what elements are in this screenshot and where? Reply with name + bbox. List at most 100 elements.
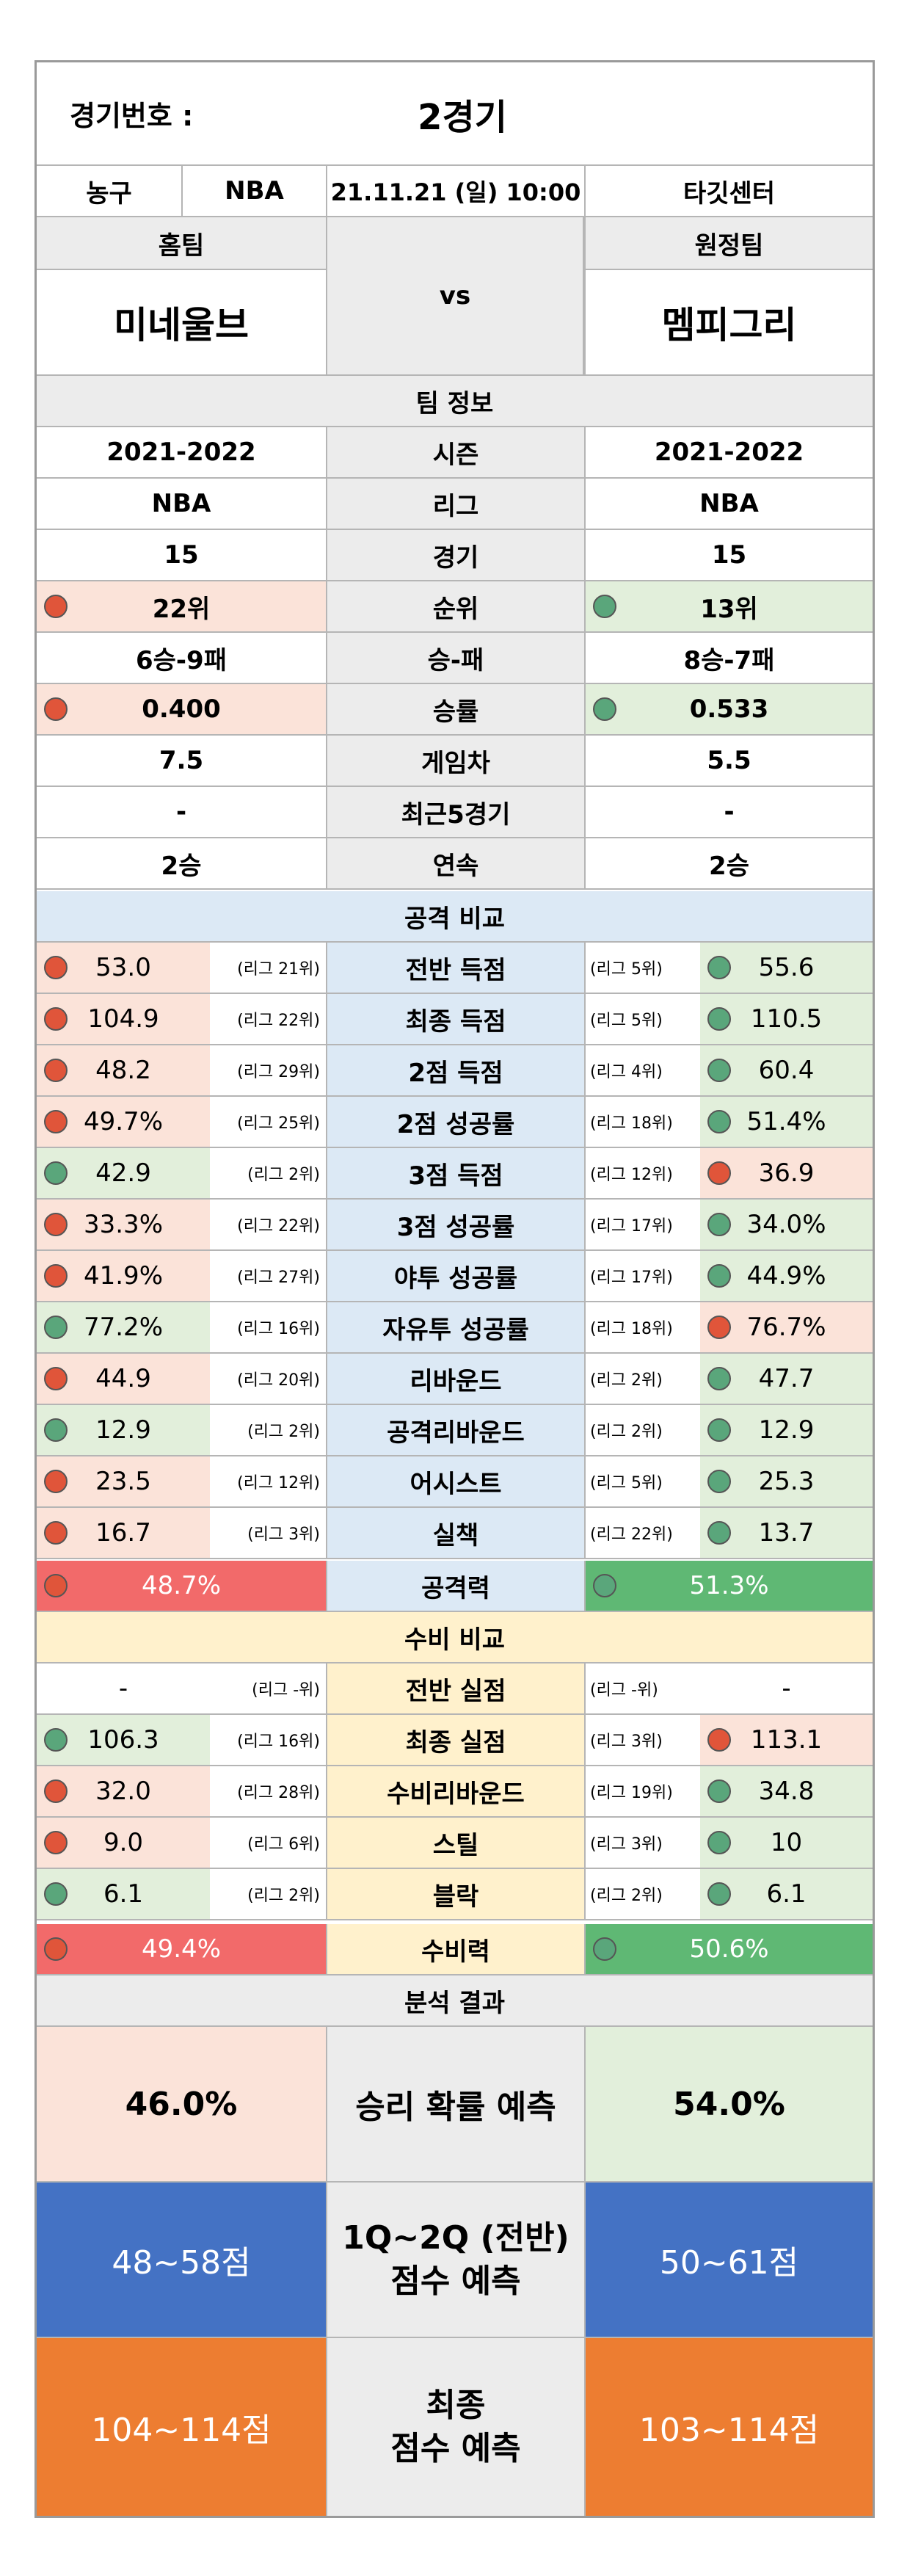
away-info-cell: 2승 (584, 838, 873, 888)
home-league-rank: (리그 25위) (237, 1114, 320, 1133)
home-info-cell: 0.400 (37, 684, 326, 734)
analysis-title: 분석 결과 (404, 1988, 505, 2018)
away-stat-dot-icon (707, 1779, 731, 1803)
away-stat-value: 12.9 (758, 1415, 815, 1445)
away-league-rank: (리그 2위) (584, 1869, 700, 1919)
home-stat-value: 42.9 (95, 1158, 151, 1188)
vs-cell: vs (326, 217, 584, 376)
home-stat-value: 23.5 (95, 1467, 151, 1496)
attack-stat-row: 104.9 (리그 22위) 최종 득점 (리그 5위) 110.5 (37, 994, 873, 1045)
home-info-value: 15 (164, 540, 199, 570)
away-info-value: 15 (711, 540, 747, 570)
home-stat-value: 48.2 (95, 1056, 151, 1085)
home-status-dot-icon (44, 697, 68, 721)
stat-label: 2점 득점 (326, 1045, 584, 1095)
away-stat-dot-icon (707, 1007, 731, 1031)
away-stat-dot-icon (707, 1367, 731, 1390)
analysis-header: 분석 결과 (37, 1975, 873, 2027)
league: NBA (181, 166, 326, 216)
stat-label: 최종 실점 (326, 1715, 584, 1765)
meta-row: 농구 NBA 21.11.21 (일) 10:00 타깃센터 (37, 166, 873, 217)
away-stat-cell: 10 (700, 1818, 873, 1868)
away-status-dot-icon (593, 697, 616, 721)
info-label: 최근5경기 (326, 787, 584, 837)
away-info-value: 2021-2022 (654, 438, 804, 467)
stat-label: 수비리바운드 (326, 1766, 584, 1816)
away-info-value: 5.5 (707, 746, 751, 775)
home-stat-cell: 53.0 (37, 943, 210, 993)
home-stat-value: 77.2% (83, 1313, 163, 1342)
team-info-header: 팀 정보 (37, 376, 873, 427)
away-stat-cell: 60.4 (700, 1045, 873, 1095)
home-info-cell: 6승-9패 (37, 633, 326, 683)
attack-power-row: 48.7% 공격력 51.3% (37, 1561, 873, 1612)
home-stat-dot-icon (44, 1470, 68, 1493)
team-info-row: 22위 순위 13위 (37, 581, 873, 633)
home-info-value: NBA (151, 489, 211, 518)
home-stat-value: 16.7 (95, 1518, 151, 1548)
home-info-value: 2승 (161, 851, 202, 881)
home-stat-cell: 33.3% (37, 1200, 210, 1249)
home-stat-cell: 49.7% (37, 1097, 210, 1147)
team-info-row: NBA 리그 NBA (37, 479, 873, 530)
away-stat-value: 110.5 (750, 1004, 823, 1034)
stat-label: 최종 득점 (326, 994, 584, 1044)
home-stat-cell: 104.9 (37, 994, 210, 1044)
win-probability-label: 승리 확률 예측 (326, 2027, 584, 2181)
home-league-rank: (리그 3위) (247, 1525, 320, 1544)
attack-stat-row: 77.2% (리그 16위) 자유투 성공률 (리그 18위) 76.7% (37, 1302, 873, 1354)
home-stat-dot-icon (44, 1007, 68, 1031)
home-league-rank: (리그 6위) (247, 1835, 320, 1854)
sport: 농구 (86, 178, 132, 208)
stat-label: 리바운드 (326, 1354, 584, 1404)
defense-stat-row: 9.0 (리그 6위) 스틸 (리그 3위) 10 (37, 1818, 873, 1869)
away-stat-dot-icon (707, 1521, 731, 1545)
away-stat-value: 6.1 (766, 1879, 807, 1909)
away-stat-dot-icon (707, 1316, 731, 1339)
stat-label: 실책 (326, 1508, 584, 1558)
away-stat-cell: 12.9 (700, 1405, 873, 1455)
home-info-cell: 22위 (37, 581, 326, 631)
defense-stat-row: 6.1 (리그 2위) 블락 (리그 2위) 6.1 (37, 1869, 873, 1920)
home-stat-cell: 106.3 (37, 1715, 210, 1765)
away-stat-cell: 13.7 (700, 1508, 873, 1558)
away-league-rank: (리그 5위) (584, 1456, 700, 1506)
home-stat-dot-icon (44, 1110, 68, 1133)
home-stat-cell: 41.9% (37, 1251, 210, 1301)
attack-stat-row: 33.3% (리그 22위) 3점 성공률 (리그 17위) 34.0% (37, 1200, 873, 1251)
info-label: 승률 (326, 684, 584, 734)
defense-title: 수비 비교 (404, 1625, 505, 1655)
away-stat-value: 36.9 (758, 1158, 815, 1188)
home-stat-dot-icon (44, 1831, 68, 1854)
home-stat-dot-icon (44, 1779, 68, 1803)
attack-header: 공격 비교 (37, 891, 873, 943)
away-league-rank: (리그 4위) (584, 1045, 700, 1095)
away-stat-cell: 25.3 (700, 1456, 873, 1506)
info-label: 리그 (326, 479, 584, 529)
home-stat-value: 41.9% (83, 1261, 163, 1291)
home-info-value: 7.5 (159, 746, 204, 775)
match-analysis-sheet: 경기번호 : 2경기 농구 NBA 21.11.21 (일) 10:00 타깃센… (34, 60, 875, 2518)
home-stat-value: 106.3 (87, 1725, 159, 1755)
away-league-rank: (리그 5위) (584, 994, 700, 1044)
away-info-value: 8승-7패 (683, 645, 775, 675)
away-stat-dot-icon (707, 1418, 731, 1442)
half-score-label-line2: 점수 예측 (390, 2263, 521, 2300)
home-league-rank: (리그 2위) (247, 1887, 320, 1905)
home-half-score: 48~58점 (37, 2183, 326, 2337)
home-stat-cell: - (37, 1663, 210, 1713)
home-stat-dot-icon (44, 1059, 68, 1082)
final-score-label-line1: 최종 (426, 2386, 486, 2424)
away-stat-dot-icon (707, 1470, 731, 1493)
away-info-value: - (724, 797, 735, 827)
home-stat-dot-icon (44, 1882, 68, 1906)
stat-label: 어시스트 (326, 1456, 584, 1506)
info-label: 순위 (326, 581, 584, 631)
game-number: 2경기 (418, 96, 507, 138)
home-defense-power: 49.4% (37, 1924, 326, 1974)
home-league-rank: (리그 16위) (237, 1733, 320, 1751)
home-stat-dot-icon (44, 1264, 68, 1288)
team-info-row: 2승 연속 2승 (37, 838, 873, 890)
home-league-rank: (리그 2위) (247, 1166, 320, 1184)
away-info-cell: - (584, 787, 873, 837)
